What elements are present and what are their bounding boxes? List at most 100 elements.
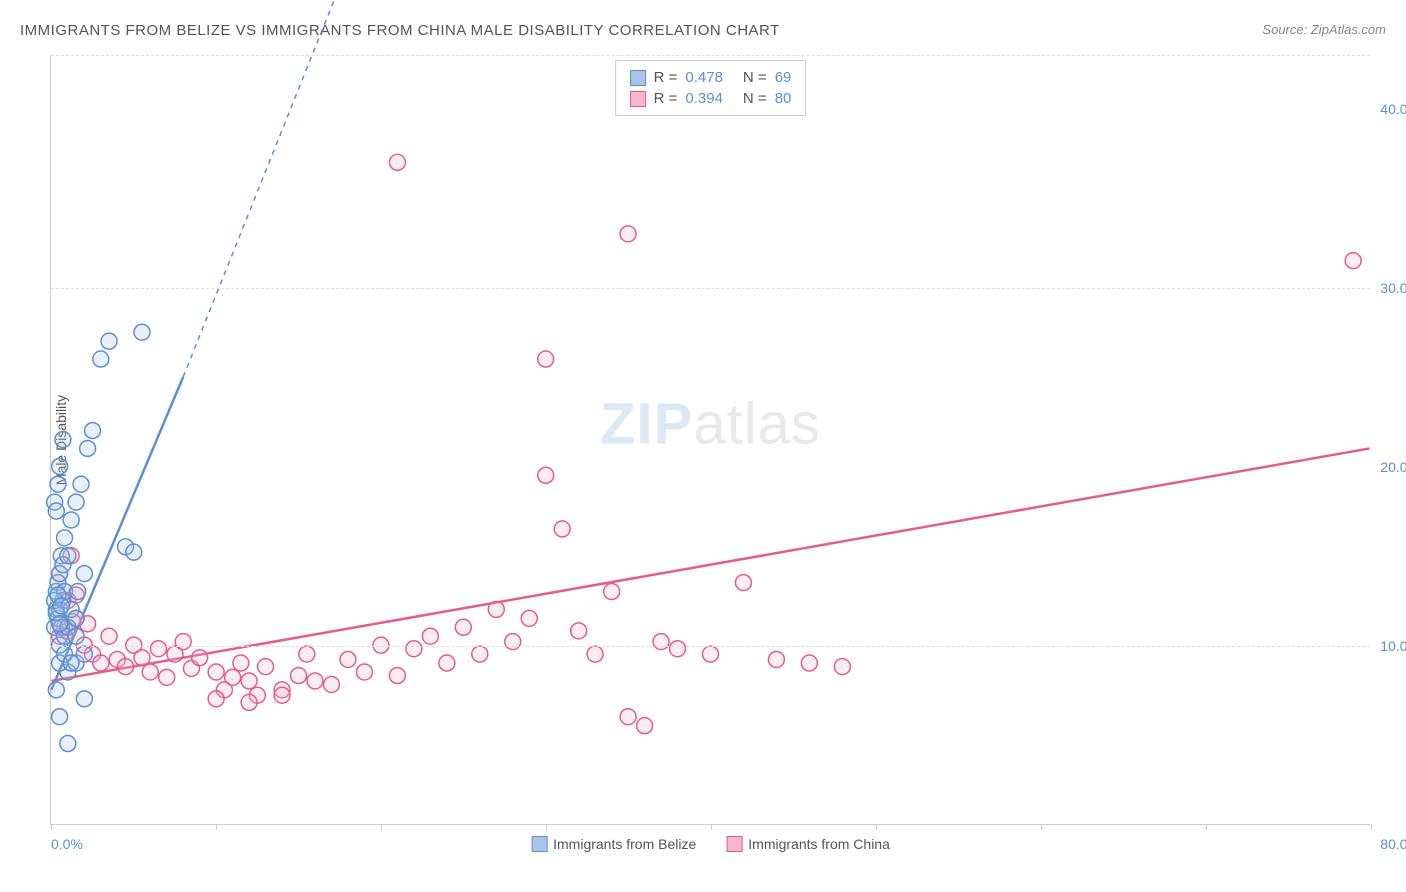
data-point xyxy=(85,423,101,439)
r-label: R = xyxy=(654,69,678,86)
y-tick-label: 30.0% xyxy=(1375,280,1406,296)
data-point xyxy=(57,530,73,546)
data-point xyxy=(422,628,438,644)
data-point xyxy=(834,659,850,675)
data-point xyxy=(225,669,241,685)
data-point xyxy=(439,655,455,671)
legend-correlation: R = 0.478 N = 69 R = 0.394 N = 80 xyxy=(615,60,807,116)
plot-area: Male Disability ZIPatlas R = 0.478 N = 6… xyxy=(50,55,1370,825)
data-point xyxy=(472,646,488,662)
data-point xyxy=(703,646,719,662)
swatch-belize xyxy=(630,70,646,86)
n-value-china: 80 xyxy=(775,90,792,107)
data-point xyxy=(241,694,257,710)
data-point xyxy=(134,324,150,340)
swatch-china-bottom xyxy=(726,836,742,852)
data-point xyxy=(299,646,315,662)
data-point xyxy=(63,512,79,528)
data-point xyxy=(60,736,76,752)
data-point xyxy=(538,351,554,367)
data-point xyxy=(554,521,570,537)
data-point xyxy=(406,641,422,657)
data-point xyxy=(52,616,68,632)
data-point xyxy=(208,691,224,707)
data-point xyxy=(340,651,356,667)
data-point xyxy=(80,440,96,456)
y-tick-label: 40.0% xyxy=(1375,101,1406,117)
data-point xyxy=(55,432,71,448)
data-point xyxy=(505,634,521,650)
legend-item-belize: Immigrants from Belize xyxy=(531,836,696,852)
x-tick xyxy=(51,824,52,830)
x-axis-max-label: 80.0% xyxy=(1380,836,1406,852)
data-point xyxy=(142,664,158,680)
data-point xyxy=(93,655,109,671)
data-point xyxy=(48,503,64,519)
data-point xyxy=(768,651,784,667)
data-point xyxy=(233,655,249,671)
n-value-belize: 69 xyxy=(775,69,792,86)
data-point xyxy=(50,476,66,492)
data-point xyxy=(93,351,109,367)
r-label: R = xyxy=(654,90,678,107)
source-value: ZipAtlas.com xyxy=(1311,22,1386,37)
data-point xyxy=(68,628,84,644)
data-point xyxy=(735,575,751,591)
data-point xyxy=(52,709,68,725)
x-tick xyxy=(876,824,877,830)
x-tick xyxy=(381,824,382,830)
data-point xyxy=(118,659,134,675)
swatch-china xyxy=(630,91,646,107)
data-point xyxy=(126,544,142,560)
data-point xyxy=(60,548,76,564)
r-value-china: 0.394 xyxy=(685,90,723,107)
data-point xyxy=(150,641,166,657)
swatch-belize-bottom xyxy=(531,836,547,852)
data-point xyxy=(175,634,191,650)
data-point xyxy=(76,566,92,582)
x-tick xyxy=(1041,824,1042,830)
n-label: N = xyxy=(743,90,767,107)
data-point xyxy=(48,682,64,698)
legend-item-china: Immigrants from China xyxy=(726,836,890,852)
legend-row-china: R = 0.394 N = 80 xyxy=(630,88,792,109)
gridline xyxy=(51,646,1370,647)
data-point xyxy=(159,669,175,685)
data-point xyxy=(192,650,208,666)
data-point xyxy=(637,718,653,734)
data-point xyxy=(488,601,504,617)
data-point xyxy=(604,584,620,600)
source-attribution: Source: ZipAtlas.com xyxy=(1262,22,1386,37)
gridline xyxy=(51,288,1370,289)
data-point xyxy=(620,226,636,242)
x-tick xyxy=(216,824,217,830)
data-point xyxy=(208,664,224,680)
y-tick-label: 20.0% xyxy=(1375,459,1406,475)
data-point xyxy=(538,467,554,483)
x-tick xyxy=(1371,824,1372,830)
data-point xyxy=(620,709,636,725)
data-point xyxy=(356,664,372,680)
legend-row-belize: R = 0.478 N = 69 xyxy=(630,67,792,88)
data-point xyxy=(70,584,86,600)
data-point xyxy=(571,623,587,639)
trend-line xyxy=(183,0,348,377)
data-point xyxy=(307,673,323,689)
data-point xyxy=(101,628,117,644)
data-point xyxy=(801,655,817,671)
data-point xyxy=(455,619,471,635)
gridline xyxy=(51,55,1370,56)
legend-label-belize: Immigrants from Belize xyxy=(553,836,696,852)
data-point xyxy=(68,494,84,510)
legend-label-china: Immigrants from China xyxy=(748,836,890,852)
data-point xyxy=(670,641,686,657)
x-tick xyxy=(546,824,547,830)
legend-series: Immigrants from Belize Immigrants from C… xyxy=(531,836,890,852)
data-point xyxy=(389,154,405,170)
x-axis-min-label: 0.0% xyxy=(51,836,83,852)
data-point xyxy=(76,691,92,707)
data-point xyxy=(324,677,340,693)
data-point xyxy=(101,333,117,349)
data-point xyxy=(63,655,79,671)
data-point xyxy=(73,476,89,492)
